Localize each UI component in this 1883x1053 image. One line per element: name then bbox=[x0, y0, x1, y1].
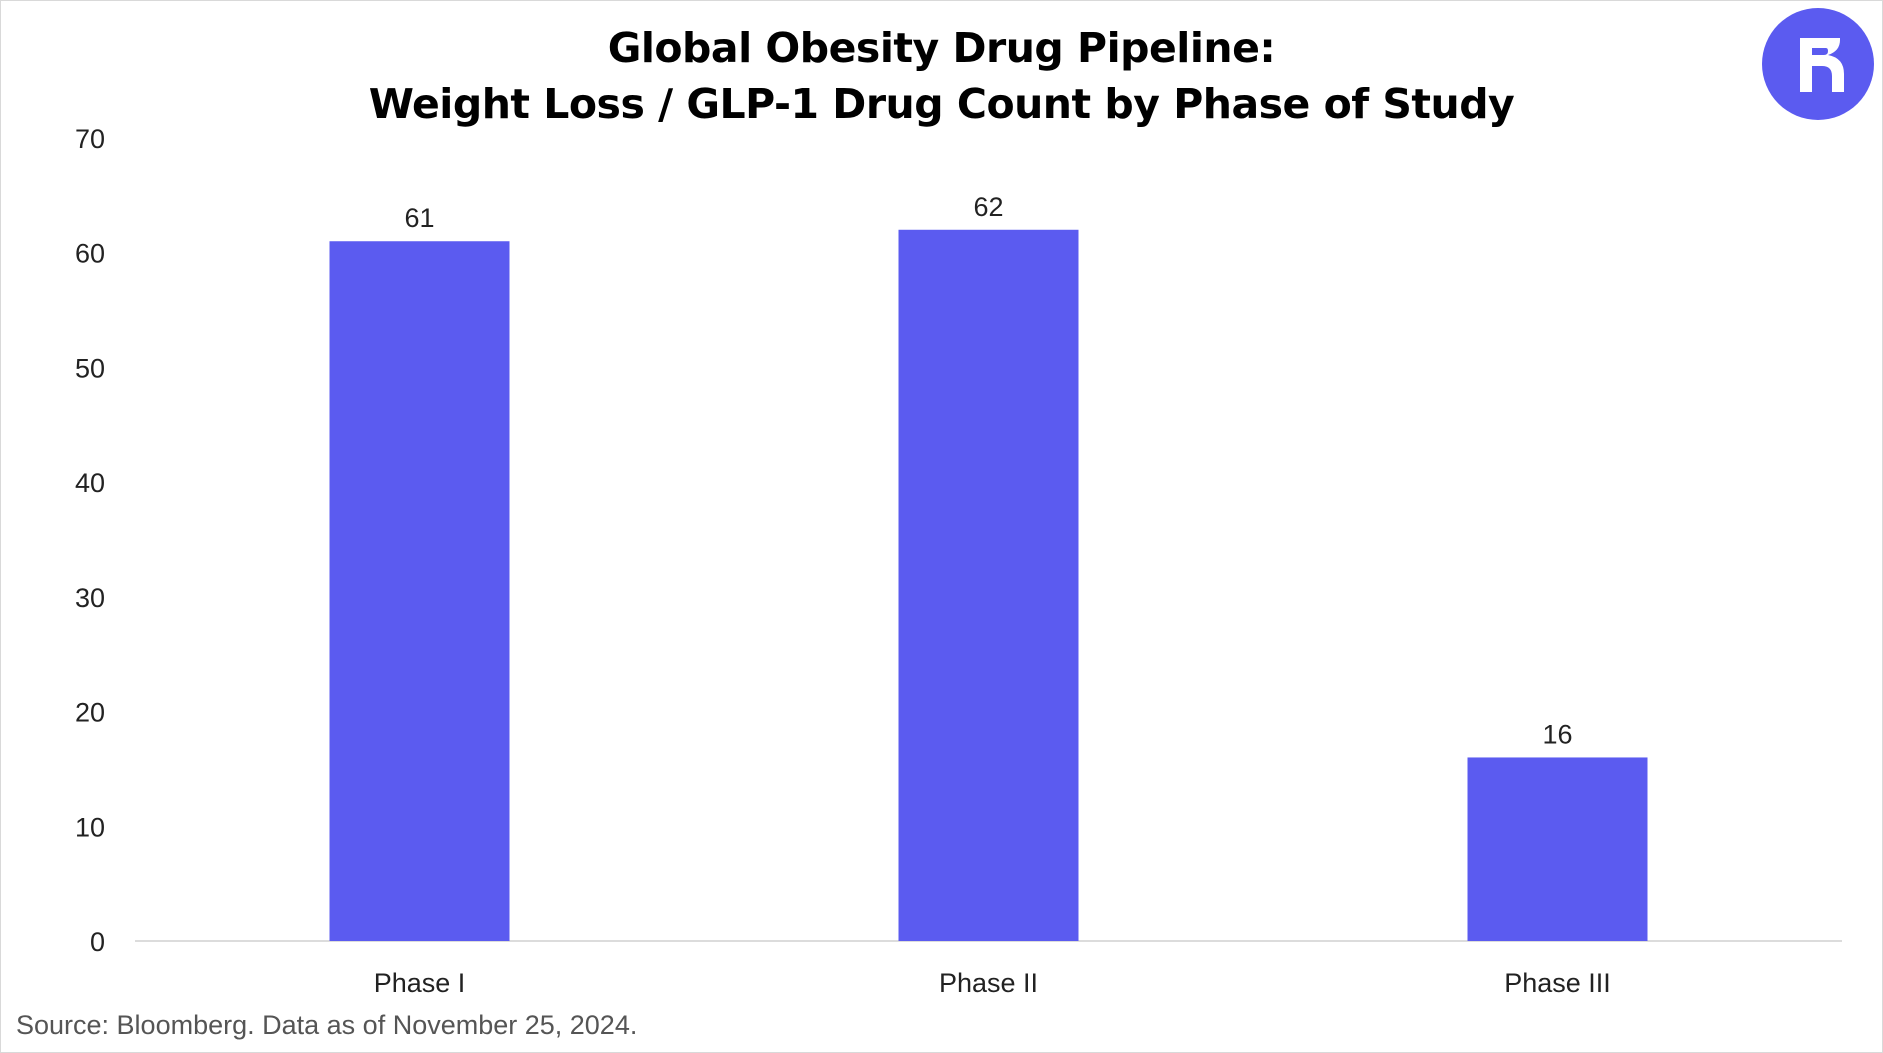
y-tick-label: 70 bbox=[75, 124, 105, 154]
bar bbox=[898, 229, 1079, 941]
x-category-label: Phase I bbox=[374, 968, 466, 998]
y-tick-label: 50 bbox=[75, 353, 105, 383]
data-label: 16 bbox=[1542, 719, 1572, 749]
chart-subtitle: Weight Loss / GLP-1 Drug Count by Phase … bbox=[368, 80, 1515, 128]
chart-title-block: Global Obesity Drug Pipeline: Weight Los… bbox=[0, 20, 1883, 132]
bar bbox=[329, 241, 510, 941]
y-tick-label: 0 bbox=[90, 927, 105, 957]
data-label: 61 bbox=[404, 203, 434, 233]
y-tick-label: 30 bbox=[75, 583, 105, 613]
chart-title: Global Obesity Drug Pipeline: bbox=[607, 24, 1276, 72]
y-tick-label: 10 bbox=[75, 812, 105, 842]
bar bbox=[1467, 757, 1648, 941]
source-note: Source: Bloomberg. Data as of November 2… bbox=[16, 1010, 638, 1040]
brand-logo-icon bbox=[1762, 8, 1874, 120]
x-category-label: Phase II bbox=[939, 968, 1038, 998]
y-tick-label: 20 bbox=[75, 698, 105, 728]
y-tick-label: 40 bbox=[75, 468, 105, 498]
y-tick-label: 60 bbox=[75, 239, 105, 269]
data-label: 62 bbox=[973, 192, 1003, 222]
x-category-label: Phase III bbox=[1504, 968, 1611, 998]
